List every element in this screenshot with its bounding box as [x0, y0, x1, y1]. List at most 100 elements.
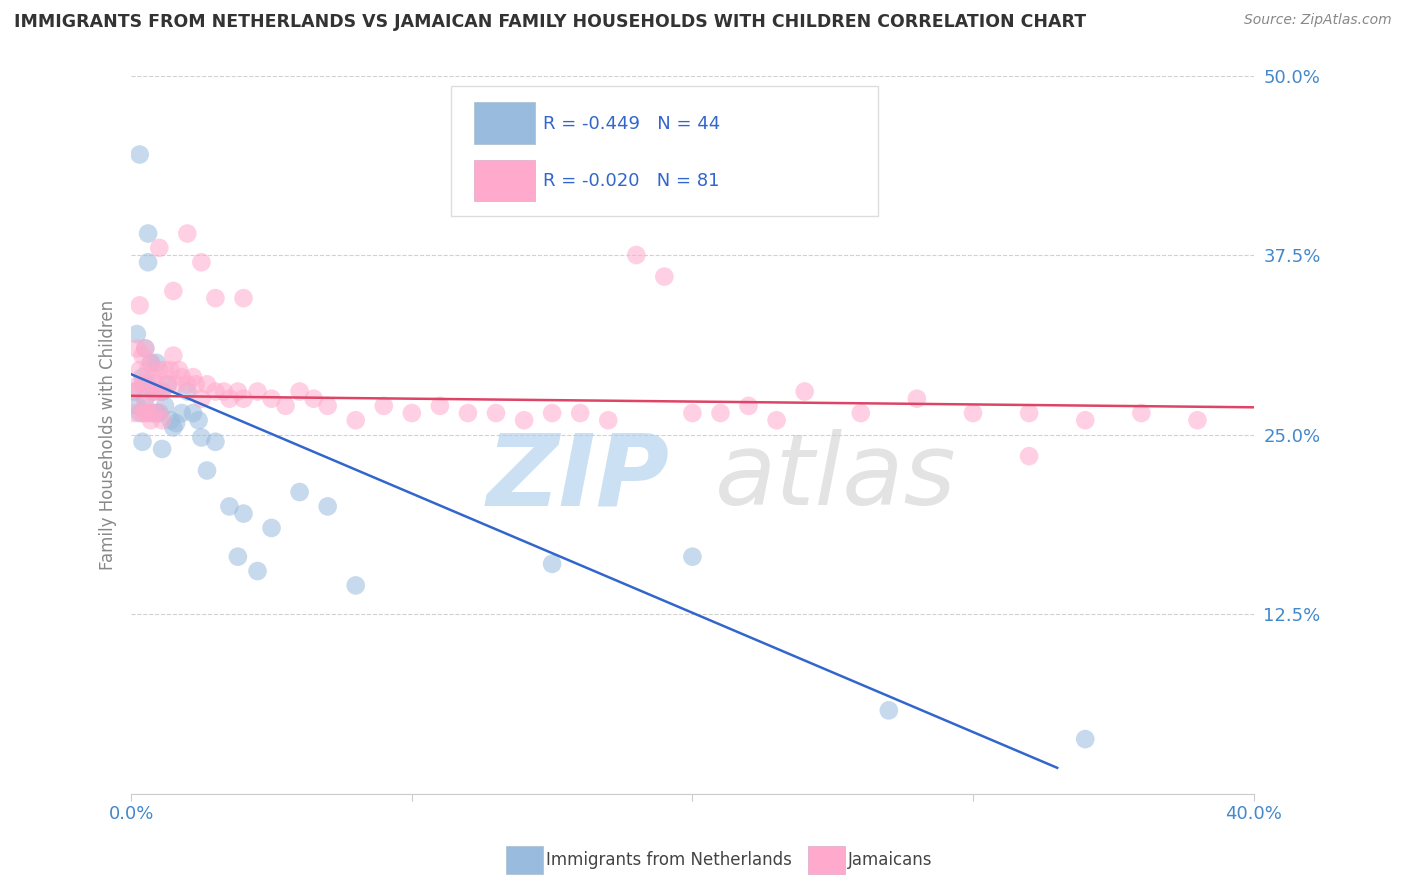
Point [176, 384, 198, 399]
Point [148, 363, 170, 377]
Point [260, 521, 283, 535]
Point [145, 356, 167, 370]
Text: Immigrants from Netherlands: Immigrants from Netherlands [546, 851, 792, 869]
Point [737, 399, 759, 413]
Point [1018, 449, 1040, 463]
Point [150, 384, 173, 399]
Point [877, 703, 900, 717]
Point [302, 392, 325, 406]
Point [962, 406, 984, 420]
Point [681, 549, 703, 564]
Point [709, 406, 731, 420]
Point [153, 399, 176, 413]
Point [150, 384, 173, 399]
Point [136, 406, 159, 420]
Point [204, 291, 226, 305]
Point [134, 342, 156, 356]
Point [187, 413, 209, 427]
Point [148, 406, 170, 420]
Point [226, 384, 249, 399]
Point [1074, 413, 1097, 427]
Point [190, 255, 212, 269]
FancyBboxPatch shape [474, 160, 536, 202]
Point [122, 384, 145, 399]
Point [184, 377, 207, 392]
Point [1130, 406, 1153, 420]
Point [226, 549, 249, 564]
Point [541, 406, 564, 420]
Point [145, 377, 167, 392]
Point [170, 370, 193, 384]
FancyBboxPatch shape [451, 87, 877, 216]
Point [274, 399, 297, 413]
Point [134, 392, 156, 406]
Point [159, 363, 181, 377]
Point [148, 241, 170, 255]
Point [569, 406, 592, 420]
Point [181, 406, 204, 420]
Point [136, 227, 159, 241]
Point [513, 413, 536, 427]
Point [190, 392, 212, 406]
Point [765, 413, 787, 427]
Point [162, 284, 184, 298]
Point [485, 406, 508, 420]
Point [150, 413, 173, 427]
Point [246, 564, 269, 578]
Point [122, 380, 145, 394]
Point [139, 413, 162, 427]
Text: R = -0.449   N = 44: R = -0.449 N = 44 [543, 115, 720, 133]
Point [136, 377, 159, 392]
Point [316, 500, 339, 514]
Point [344, 578, 367, 592]
Point [654, 269, 676, 284]
Point [134, 377, 156, 392]
Point [541, 557, 564, 571]
Point [598, 413, 620, 427]
Point [142, 370, 165, 384]
Point [165, 377, 187, 392]
Point [156, 377, 179, 392]
Point [232, 291, 254, 305]
Text: ZIP: ZIP [486, 429, 671, 526]
Point [162, 349, 184, 363]
Point [849, 406, 872, 420]
Point [204, 384, 226, 399]
Point [136, 363, 159, 377]
Point [316, 399, 339, 413]
Point [1018, 406, 1040, 420]
Point [131, 434, 153, 449]
Point [195, 463, 218, 477]
Point [246, 384, 269, 399]
Point [159, 413, 181, 427]
Point [681, 406, 703, 420]
Y-axis label: Family Households with Children: Family Households with Children [100, 300, 117, 570]
Point [204, 434, 226, 449]
Point [170, 406, 193, 420]
Point [1187, 413, 1209, 427]
Point [176, 377, 198, 392]
Text: Jamaicans: Jamaicans [848, 851, 932, 869]
Point [128, 406, 150, 420]
Point [134, 342, 156, 356]
Point [148, 384, 170, 399]
Point [148, 406, 170, 420]
Point [128, 298, 150, 312]
Point [232, 507, 254, 521]
Point [142, 406, 165, 420]
Point [373, 399, 395, 413]
Point [153, 363, 176, 377]
Point [125, 399, 148, 413]
Point [139, 384, 162, 399]
Point [218, 392, 240, 406]
Point [131, 377, 153, 392]
Point [134, 399, 156, 413]
Point [212, 384, 235, 399]
Point [131, 349, 153, 363]
Text: Source: ZipAtlas.com: Source: ZipAtlas.com [1244, 13, 1392, 28]
Text: R = -0.020   N = 81: R = -0.020 N = 81 [543, 172, 720, 190]
Point [344, 413, 367, 427]
Point [218, 500, 240, 514]
Point [128, 363, 150, 377]
Point [131, 406, 153, 420]
